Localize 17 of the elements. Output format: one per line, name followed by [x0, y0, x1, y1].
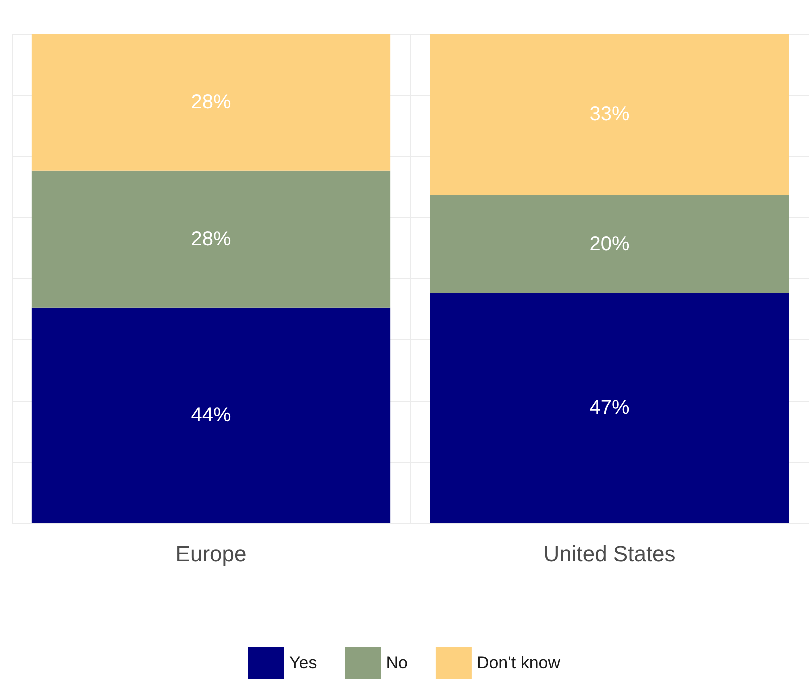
- data-label: 28%: [191, 91, 232, 114]
- x-tick-label: United States: [544, 542, 676, 566]
- bar: [430, 195, 790, 294]
- bar: [32, 34, 391, 171]
- bar: [32, 170, 391, 308]
- legend-label: Don't know: [476, 654, 562, 672]
- data-label: 20%: [590, 233, 630, 256]
- data-label: 47%: [590, 397, 630, 420]
- bar: [430, 293, 790, 523]
- bar: [32, 308, 391, 523]
- data-label: 44%: [191, 404, 232, 426]
- legend-label: No: [386, 654, 408, 672]
- data-label: 28%: [191, 228, 232, 250]
- data-label: 33%: [590, 104, 630, 126]
- bar: [430, 34, 790, 196]
- x-tick-label: Europe: [176, 542, 247, 566]
- legend-label: Yes: [289, 654, 318, 672]
